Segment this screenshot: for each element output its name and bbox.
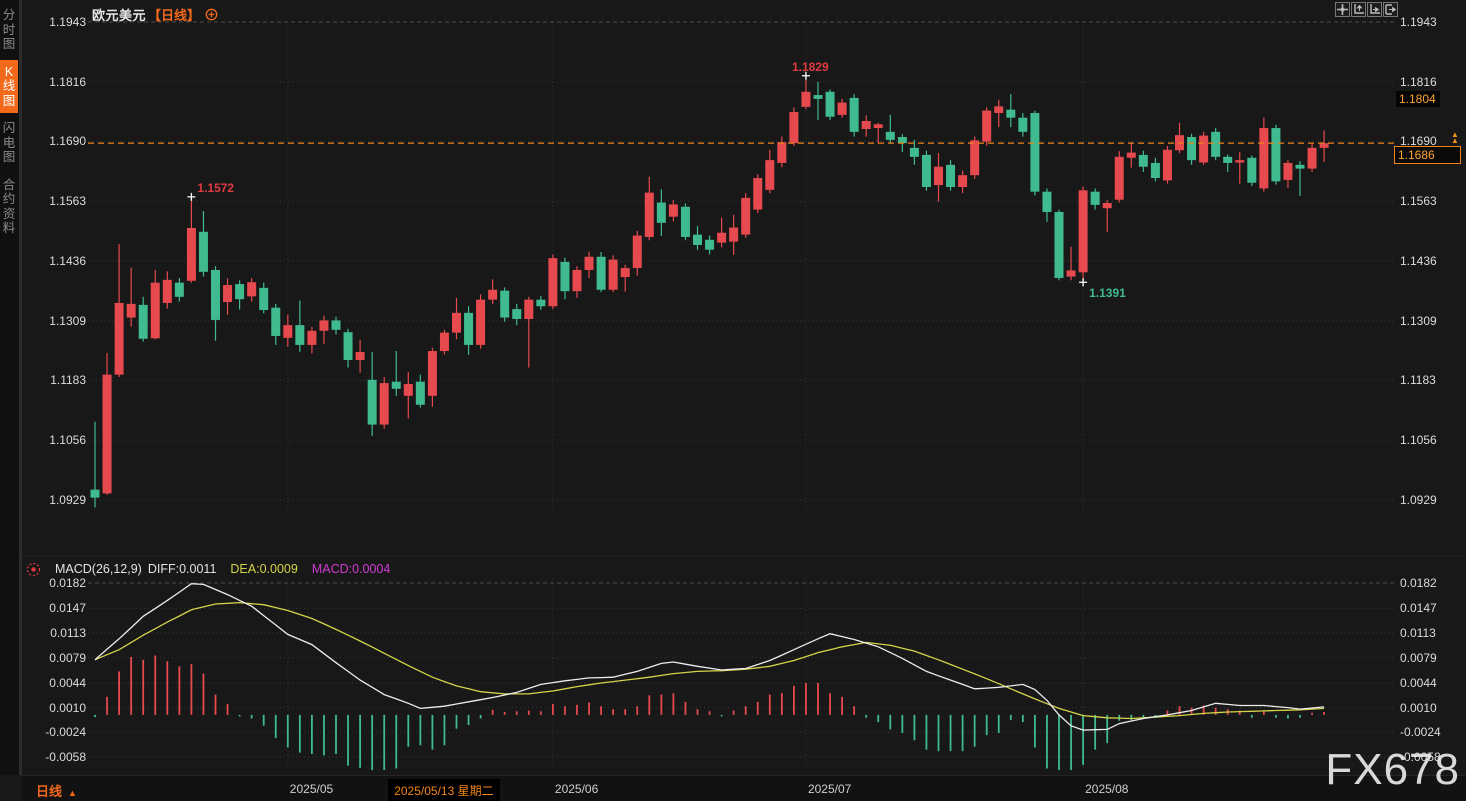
macd-dea-value: DEA:0.0009 (230, 562, 298, 576)
month-label: 2025/06 (554, 782, 599, 796)
upper-price-badge: 1.1804 (1396, 90, 1440, 107)
axis-tick-label: 1.1816 (1400, 74, 1437, 89)
axis-tick-label: 1.1309 (1400, 313, 1437, 328)
sidebar-item-3[interactable]: 合约资料 (2, 177, 16, 236)
sidebar-item-1[interactable]: K线图 (0, 59, 18, 113)
axis-tick-label: 1.1943 (1400, 15, 1437, 29)
month-label: 2025/08 (1085, 782, 1129, 796)
low-price-annotation: 1.1391 (1089, 286, 1126, 301)
month-label: 2025/07 (807, 782, 852, 796)
sidebar-item-2[interactable]: 闪电图 (2, 121, 16, 164)
axis-tick-label: 0.0010 (49, 700, 86, 715)
axis-tick-label: 0.0113 (50, 626, 86, 640)
selected-date-chip: 2025/05/13 星期二 (388, 779, 500, 801)
axis-tick-label: 1.1309 (49, 313, 86, 328)
axis-tick-label: 1.0929 (49, 493, 86, 507)
axis-tick-label: 0.0044 (1400, 676, 1437, 690)
axis-tick-label: 1.0929 (1400, 493, 1437, 507)
axis-tick-label: 1.1436 (1400, 254, 1437, 268)
chart-title-row: 欧元美元 【日线】 (92, 5, 218, 24)
axis-tick-label: 0.0010 (1400, 700, 1437, 715)
axis-tick-label: 1.1816 (49, 74, 86, 89)
macd-header-row: MACD(26,12,9) DIFF:0.0011 DEA:0.0009 MAC… (22, 560, 404, 578)
macd-diff-value: DIFF:0.0011 (147, 562, 217, 576)
price-up-arrows-icon: ▲ ▲ (1451, 130, 1459, 145)
expand-right-icon[interactable] (1383, 2, 1398, 17)
macd-params-label: MACD(26,12,9) (55, 562, 142, 576)
axis-tick-label: 0.0147 (1400, 601, 1437, 616)
axis-tick-label: -0.0058 (1400, 749, 1441, 764)
sidebar-item-0[interactable]: 分时图 (2, 8, 16, 51)
axis-tick-label: 1.1690 (1400, 134, 1437, 149)
axis-tick-label: 0.0079 (49, 650, 86, 665)
axis-tick-label: 1.1690 (49, 134, 86, 149)
axis-tick-label: 1.1183 (50, 373, 86, 388)
axis-tick-label: 1.1943 (49, 15, 86, 29)
axis-tick-label: -0.0024 (45, 725, 86, 740)
period-selector-label: 日线 (36, 784, 63, 799)
axis-tick-label: 0.0182 (49, 576, 86, 590)
period-selector[interactable]: 日线 ▲ (36, 781, 77, 800)
macd-hist-value: MACD:0.0004 (311, 562, 391, 576)
symbol-name: 欧元美元 (92, 8, 147, 23)
triangle-up-icon: ▲ (68, 788, 77, 798)
month-label: 2025/05 (289, 782, 334, 796)
high-price-annotation: 1.1829 (791, 59, 829, 74)
time-axis-bar: 日线 ▲ 2025/05 2025/06 2025/07 2025/08 2025/05… (22, 775, 1466, 801)
axis-tick-label: -0.0058 (45, 749, 86, 764)
chart-toolbar (1335, 2, 1398, 17)
indicator-marker-icon[interactable] (26, 562, 41, 577)
chart-type-sidebar: 分时图 K线图闪电图合约资料 (0, 0, 22, 775)
move-crosshair-icon[interactable] (1335, 2, 1350, 17)
axis-tick-label: -0.0024 (1400, 725, 1441, 740)
axis-tick-label: 0.0182 (1400, 576, 1437, 590)
axis-tick-label: 1.1183 (1400, 373, 1436, 388)
axis-tick-label: 0.0079 (1400, 650, 1437, 665)
axis-tick-label: 1.1563 (1400, 194, 1437, 209)
axis-tick-label: 1.1563 (49, 194, 86, 209)
axis-tick-label: 1.1056 (49, 433, 86, 448)
axis-tick-label: 1.1056 (1400, 433, 1437, 448)
axis-zoom-right-icon[interactable] (1367, 2, 1382, 17)
period-tag: 【日线】 (148, 8, 201, 23)
current-price-badge: 1.1686 (1394, 146, 1461, 165)
fx678-watermark: FX678 (1325, 745, 1460, 794)
axis-tick-label: 0.0044 (49, 676, 86, 690)
axis-tick-label: 0.0113 (1400, 626, 1436, 640)
axis-zoom-up-icon[interactable] (1351, 2, 1366, 17)
axis-tick-label: 0.0147 (49, 601, 86, 616)
high-price-annotation: 1.1572 (197, 180, 235, 195)
circle-plus-icon[interactable] (205, 8, 218, 21)
axis-tick-label: 1.1436 (49, 254, 86, 268)
